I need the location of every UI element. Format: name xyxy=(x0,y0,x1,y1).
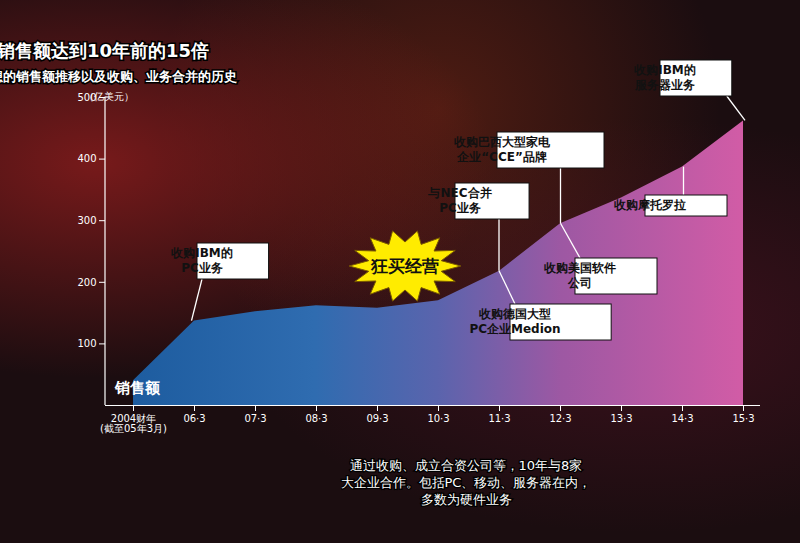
svg-text:400: 400 xyxy=(77,153,96,164)
svg-text:（亿美元）: （亿美元） xyxy=(84,91,134,102)
svg-text:•联想的销售额推移以及收购、业务合并的历史: •联想的销售额推移以及收购、业务合并的历史 xyxy=(0,69,237,84)
svg-text:通过收购、成立合资公司等，10年与8家大企业合作。包括PC、: 通过收购、成立合资公司等，10年与8家大企业合作。包括PC、移动、服务器在内，多… xyxy=(341,458,592,507)
svg-text:11·3: 11·3 xyxy=(488,413,510,424)
svg-text:13·3: 13·3 xyxy=(610,413,632,424)
svg-text:15·3: 15·3 xyxy=(732,413,754,424)
svg-text:200: 200 xyxy=(77,277,96,288)
svg-text:09·3: 09·3 xyxy=(366,413,388,424)
svg-text:收购美国软件公司: 收购美国软件公司 xyxy=(544,261,616,290)
svg-text:收购摩托罗拉: 收购摩托罗拉 xyxy=(614,198,686,212)
svg-text:与NEC合并PC业务: 与NEC合并PC业务 xyxy=(427,186,491,215)
svg-text:06·3: 06·3 xyxy=(183,413,205,424)
svg-text:14·3: 14·3 xyxy=(671,413,693,424)
svg-text:2004财年(截至05年3月): 2004财年(截至05年3月) xyxy=(100,413,167,434)
svg-text:100: 100 xyxy=(77,338,96,349)
svg-text:收购IBM的PC业务: 收购IBM的PC业务 xyxy=(171,246,233,275)
svg-text:销售额: 销售额 xyxy=(114,379,161,397)
svg-text:07·3: 07·3 xyxy=(244,413,266,424)
svg-text:收购德国大型PC企业Medion: 收购德国大型PC企业Medion xyxy=(469,307,560,336)
svg-text:08·3: 08·3 xyxy=(305,413,327,424)
svg-text:12·3: 12·3 xyxy=(549,413,571,424)
svg-text:收购巴西大型家电企业“CCE”品牌: 收购巴西大型家电企业“CCE”品牌 xyxy=(454,135,551,164)
svg-text:10·3: 10·3 xyxy=(427,413,449,424)
svg-text:销售额达到10年前的15倍: 销售额达到10年前的15倍 xyxy=(0,40,209,61)
svg-text:狂买经营: 狂买经营 xyxy=(370,256,439,276)
svg-text:收购IBM的服务器业务: 收购IBM的服务器业务 xyxy=(634,63,696,92)
svg-text:300: 300 xyxy=(77,215,96,226)
